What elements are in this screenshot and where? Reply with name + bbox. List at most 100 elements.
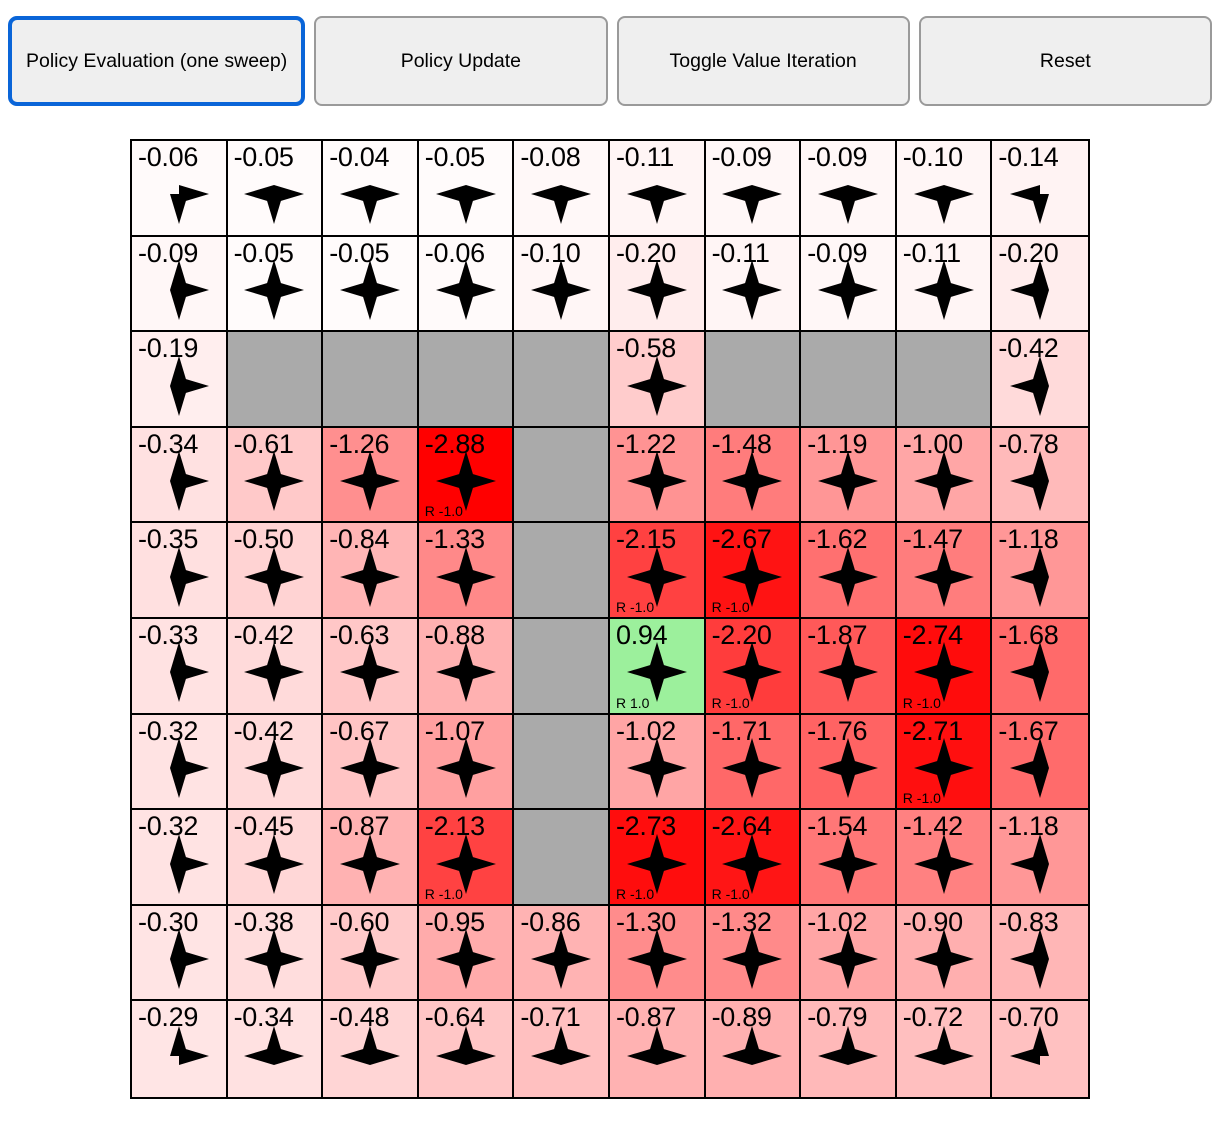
grid-cell[interactable]: -0.87: [323, 810, 419, 906]
grid-cell-wall[interactable]: [514, 810, 610, 906]
grid-cell[interactable]: -0.32: [132, 714, 228, 811]
grid-cell[interactable]: -1.33: [418, 523, 515, 619]
grid-cell[interactable]: -0.06: [418, 236, 515, 333]
grid-cell[interactable]: -0.11: [896, 236, 993, 333]
grid-cell[interactable]: -1.71: [705, 714, 802, 811]
grid-cell[interactable]: -0.11: [705, 236, 802, 333]
grid-cell[interactable]: -2.73 R -1.0: [609, 810, 706, 906]
grid-cell-wall[interactable]: [323, 332, 419, 428]
grid-cell[interactable]: -0.90: [896, 905, 993, 1002]
grid-cell[interactable]: -0.05: [227, 236, 324, 333]
grid-cell[interactable]: -0.09: [801, 236, 897, 333]
grid-cell[interactable]: -2.15 R -1.0: [609, 523, 706, 619]
grid-cell[interactable]: -0.20: [609, 236, 706, 333]
toolbar-button-policy-update[interactable]: Policy Update: [314, 16, 608, 106]
grid-cell[interactable]: -0.84: [323, 523, 419, 619]
grid-cell[interactable]: -1.47: [896, 523, 993, 619]
grid-cell[interactable]: -0.87: [609, 1001, 706, 1097]
grid-cell[interactable]: -1.18: [992, 523, 1088, 619]
grid-cell[interactable]: -1.54: [801, 810, 897, 906]
grid-cell[interactable]: -1.32: [705, 905, 802, 1002]
grid-cell[interactable]: -0.70: [992, 1001, 1088, 1097]
grid-cell[interactable]: -0.38: [227, 905, 324, 1002]
grid-cell[interactable]: -1.02: [609, 714, 706, 811]
grid-cell[interactable]: -1.18: [992, 810, 1088, 906]
grid-cell[interactable]: -0.50: [227, 523, 324, 619]
grid-cell[interactable]: -1.00: [896, 427, 993, 524]
grid-cell[interactable]: 0.94 R 1.0: [609, 618, 706, 715]
grid-cell[interactable]: -0.14: [992, 141, 1088, 237]
grid-cell[interactable]: -0.35: [132, 523, 228, 619]
grid-cell[interactable]: -0.86: [514, 905, 610, 1002]
grid-cell[interactable]: -1.07: [418, 714, 515, 811]
grid-cell[interactable]: -0.63: [323, 618, 419, 715]
toolbar-button-policy-evaluation-one-sweep[interactable]: Policy Evaluation (one sweep): [8, 16, 306, 106]
grid-cell[interactable]: -0.29: [132, 1001, 228, 1097]
grid-cell[interactable]: -0.72: [896, 1001, 993, 1097]
grid-cell[interactable]: -0.95: [418, 905, 515, 1002]
grid-cell[interactable]: -0.08: [514, 141, 610, 237]
grid-cell[interactable]: -2.74 R -1.0: [896, 618, 993, 715]
grid-cell[interactable]: -0.42: [227, 714, 324, 811]
grid-cell[interactable]: -0.10: [896, 141, 993, 237]
grid-cell[interactable]: -0.11: [609, 141, 706, 237]
grid-cell[interactable]: -1.30: [609, 905, 706, 1002]
grid-cell-wall[interactable]: [896, 332, 993, 428]
grid-cell[interactable]: -0.45: [227, 810, 324, 906]
grid-cell[interactable]: -0.05: [418, 141, 515, 237]
grid-cell-wall[interactable]: [418, 332, 515, 428]
grid-cell[interactable]: -2.20 R -1.0: [705, 618, 802, 715]
grid-cell[interactable]: -0.88: [418, 618, 515, 715]
grid-cell[interactable]: -0.67: [323, 714, 419, 811]
grid-cell[interactable]: -0.78: [992, 427, 1088, 524]
grid-cell[interactable]: -0.58: [609, 332, 706, 428]
grid-cell[interactable]: -0.30: [132, 905, 228, 1002]
grid-cell[interactable]: -1.87: [801, 618, 897, 715]
toolbar-button-toggle-value-iteration[interactable]: Toggle Value Iteration: [616, 16, 910, 106]
grid-cell[interactable]: -1.62: [801, 523, 897, 619]
grid-cell[interactable]: -0.32: [132, 810, 228, 906]
grid-cell-wall[interactable]: [801, 332, 897, 428]
grid-cell[interactable]: -0.10: [514, 236, 610, 333]
grid-cell[interactable]: -0.05: [227, 141, 324, 237]
grid-cell[interactable]: -1.26: [323, 427, 419, 524]
grid-cell[interactable]: -0.04: [323, 141, 419, 237]
grid-cell[interactable]: -0.42: [227, 618, 324, 715]
grid-cell[interactable]: -0.83: [992, 905, 1088, 1002]
grid-cell[interactable]: -0.09: [801, 141, 897, 237]
grid-cell[interactable]: -0.42: [992, 332, 1088, 428]
grid-cell[interactable]: -0.09: [132, 236, 228, 333]
grid-cell[interactable]: -1.42: [896, 810, 993, 906]
grid-cell[interactable]: -0.33: [132, 618, 228, 715]
grid-cell[interactable]: -1.68: [992, 618, 1088, 715]
grid-cell[interactable]: -2.88 R -1.0: [418, 427, 515, 524]
grid-cell[interactable]: -0.34: [132, 427, 228, 524]
grid-cell[interactable]: -0.09: [705, 141, 802, 237]
grid-cell-wall[interactable]: [514, 618, 610, 715]
grid-cell[interactable]: -2.13 R -1.0: [418, 810, 515, 906]
grid-cell-wall[interactable]: [514, 332, 610, 428]
grid-cell[interactable]: -1.02: [801, 905, 897, 1002]
grid-cell[interactable]: -0.06: [132, 141, 228, 237]
grid-cell[interactable]: -1.22: [609, 427, 706, 524]
grid-cell[interactable]: -1.19: [801, 427, 897, 524]
grid-cell-wall[interactable]: [514, 427, 610, 524]
grid-cell[interactable]: -0.79: [801, 1001, 897, 1097]
grid-cell-wall[interactable]: [514, 523, 610, 619]
grid-cell[interactable]: -0.34: [227, 1001, 324, 1097]
grid-cell[interactable]: -2.67 R -1.0: [705, 523, 802, 619]
grid-cell[interactable]: -1.48: [705, 427, 802, 524]
grid-cell[interactable]: -2.64 R -1.0: [705, 810, 802, 906]
grid-cell-wall[interactable]: [514, 714, 610, 811]
grid-cell[interactable]: -1.76: [801, 714, 897, 811]
grid-cell[interactable]: -0.64: [418, 1001, 515, 1097]
gridworld-grid[interactable]: -0.06 -0.05 -0.04 -0.05 -0.08 -0.11 -0.09 -0.09…: [130, 139, 1090, 1099]
grid-cell[interactable]: -0.61: [227, 427, 324, 524]
grid-cell-wall[interactable]: [705, 332, 802, 428]
grid-cell[interactable]: -0.20: [992, 236, 1088, 333]
grid-cell[interactable]: -0.05: [323, 236, 419, 333]
grid-cell[interactable]: -0.71: [514, 1001, 610, 1097]
grid-cell-wall[interactable]: [227, 332, 324, 428]
grid-cell[interactable]: -0.89: [705, 1001, 802, 1097]
grid-cell[interactable]: -0.48: [323, 1001, 419, 1097]
